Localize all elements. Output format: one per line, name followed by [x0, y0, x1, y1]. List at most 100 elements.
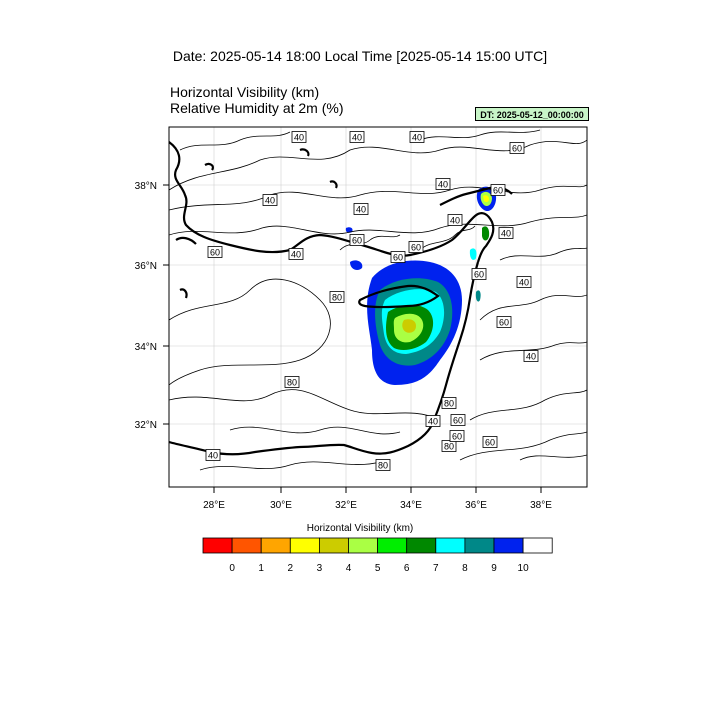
colorbar-box: [231, 537, 262, 554]
contour-label-box: [408, 241, 424, 253]
contour-label-box: [353, 203, 369, 215]
colorbar-box: [202, 537, 233, 554]
contour-label-box: [425, 415, 441, 427]
lat-tick-label: 32°N: [135, 420, 157, 431]
contour-label-box: [375, 459, 391, 471]
contour-label: 60: [499, 318, 509, 328]
colorbar-box: [464, 537, 495, 554]
contour-labels: 40 40 40 60 40 40 40 60 40 60 60 40 60 60 60 40 80 40 60 40…: [205, 131, 539, 471]
contour-label: 40: [519, 278, 529, 288]
contour-label: 60: [485, 438, 495, 448]
contour-label-box: [349, 131, 365, 143]
lon-tick-label: 30°E: [270, 500, 292, 511]
contour-label: 60: [474, 270, 484, 280]
contour-label-box: [498, 227, 514, 239]
contour-label: 40: [412, 133, 422, 143]
colorbar-box: [435, 537, 466, 554]
contour-label-box: [490, 184, 506, 196]
colorbar-box: [406, 537, 437, 554]
contour-label: 40: [428, 417, 438, 427]
contour-label-box: [523, 350, 539, 362]
lon-tick-label: 32°E: [335, 500, 357, 511]
variable-title-visibility: Horizontal Visibility (km): [170, 84, 320, 100]
contour-label: 40: [294, 133, 304, 143]
contour-label: 40: [450, 216, 460, 226]
contour-label-box: [471, 268, 487, 280]
colorbar-label: 9: [491, 563, 497, 574]
contour-label-box: [496, 316, 512, 328]
contour-label-box: [409, 131, 425, 143]
contour-label-box: [284, 376, 300, 388]
contour-label-box: [449, 430, 465, 442]
colorbar-label: 10: [517, 563, 529, 574]
contour-label: 60: [352, 236, 362, 246]
contour-label: 40: [501, 229, 511, 239]
colorbar-box: [318, 537, 349, 554]
contour-label: 80: [444, 442, 454, 452]
tick-marks: [163, 184, 542, 493]
contour-label: 40: [352, 133, 362, 143]
colorbar-label: 0: [229, 563, 235, 574]
contour-label-box: [435, 178, 451, 190]
contour-label-box: [288, 248, 304, 260]
lon-tick-labels: 28°E 30°E 32°E 34°E 36°E 38°E: [203, 500, 552, 511]
contour-label: 60: [453, 416, 463, 426]
graticule: [169, 127, 587, 487]
colorbar-label: 8: [462, 563, 468, 574]
colorbar-label: 3: [316, 563, 323, 574]
lat-tick-label: 34°N: [135, 342, 157, 353]
colorbar-title: Horizontal Visibility (km): [306, 523, 414, 534]
colorbar-label: 1: [258, 563, 264, 574]
contour-label: 80: [287, 378, 297, 388]
contour-label: 40: [265, 196, 275, 206]
colorbar-label: 5: [374, 563, 381, 574]
contour-label: 60: [452, 432, 462, 442]
contour-label: 40: [291, 250, 301, 260]
contour-label: 60: [493, 186, 503, 196]
lat-tick-label: 38°N: [135, 181, 157, 192]
contour-label-box: [516, 276, 532, 288]
contour-label-box: [262, 194, 278, 206]
contour-label-box: [482, 436, 498, 448]
contour-label-box: [390, 251, 406, 263]
lon-tick-label: 38°E: [530, 500, 552, 511]
contour-label-box: [509, 142, 525, 154]
visibility-fill: [345, 186, 497, 385]
lon-tick-label: 34°E: [400, 500, 422, 511]
contour-label-box: [441, 397, 457, 409]
colorbar-label: 4: [345, 563, 352, 574]
contour-label: 40: [356, 205, 366, 215]
contour-label-box: [207, 246, 223, 258]
contour-label-box: [447, 214, 463, 226]
colorbar-box: [260, 537, 291, 554]
contour-label-box: [291, 131, 307, 143]
contour-label: 40: [208, 451, 218, 461]
contour-label: 40: [526, 352, 536, 362]
variable-title-humidity: Relative Humidity at 2m (%): [170, 100, 344, 116]
date-title: Date: 2025-05-14 18:00 Local Time [2025-…: [172, 48, 548, 64]
lat-tick-labels: 38°N 36°N 34°N 32°N: [135, 181, 157, 431]
colorbar-box: [493, 537, 524, 554]
contour-label: 80: [444, 399, 454, 409]
contour-label-box: [205, 449, 221, 461]
lon-tick-label: 28°E: [203, 500, 225, 511]
colorbar-box: [377, 537, 408, 554]
contour-label-box: [349, 234, 365, 246]
colorbar-box: [289, 537, 320, 554]
contour-label: 60: [411, 243, 421, 253]
map-content: 40 40 40 60 40 40 40 60 40 60 60 40 60 60 60 40 80 40 60 40…: [169, 127, 587, 487]
lon-tick-label: 36°E: [465, 500, 487, 511]
colorbar-box: [348, 537, 379, 554]
contour-label: 80: [378, 461, 388, 471]
colorbar: [202, 537, 553, 554]
contour-label-box: [450, 414, 466, 426]
colorbar-label: 6: [403, 563, 410, 574]
contour-label: 60: [393, 253, 403, 263]
colorbar-label: 2: [287, 563, 294, 574]
contour-label-box: [329, 291, 345, 303]
colorbar-label: 7: [433, 563, 439, 574]
map-frame: [168, 126, 588, 488]
lat-tick-label: 36°N: [135, 261, 157, 272]
colorbar-box: [522, 537, 553, 554]
